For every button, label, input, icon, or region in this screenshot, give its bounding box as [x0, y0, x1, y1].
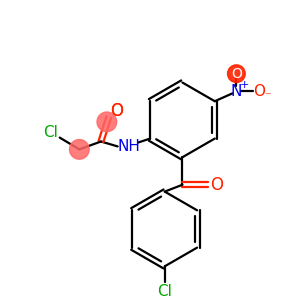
Text: NH: NH [117, 139, 140, 154]
Text: O: O [110, 102, 123, 120]
Circle shape [227, 65, 245, 82]
Circle shape [97, 112, 117, 132]
Circle shape [70, 140, 89, 159]
Text: O: O [231, 67, 242, 81]
Text: O: O [110, 102, 123, 120]
Text: ⁻: ⁻ [265, 90, 271, 103]
Text: N: N [231, 84, 242, 99]
Text: O: O [210, 176, 223, 194]
Text: Cl: Cl [44, 125, 58, 140]
Text: +: + [240, 80, 249, 91]
Text: O: O [253, 84, 265, 99]
Text: Cl: Cl [157, 284, 172, 299]
